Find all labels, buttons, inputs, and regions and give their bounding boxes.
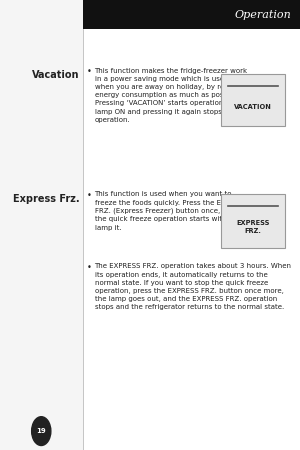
- Bar: [0, 29, 82, 450]
- Text: The EXPRESS FRZ. operation takes about 3 hours. When
its operation ends, it auto: The EXPRESS FRZ. operation takes about 3…: [94, 263, 292, 310]
- Text: Vacation: Vacation: [32, 70, 80, 80]
- Text: Express Frz.: Express Frz.: [13, 194, 80, 203]
- Text: VACATION: VACATION: [234, 104, 272, 110]
- Circle shape: [32, 417, 51, 446]
- Text: 19: 19: [36, 428, 46, 434]
- Bar: [0, 0, 300, 29]
- Bar: [220, 74, 285, 126]
- Bar: [82, 29, 300, 450]
- Text: •: •: [87, 68, 92, 76]
- Text: •: •: [87, 263, 92, 272]
- Bar: [220, 194, 285, 248]
- Text: This function is used when you want to
freeze the foods quickly. Press the EXPRE: This function is used when you want to f…: [94, 191, 254, 231]
- Text: This function makes the fridge-freezer work
in a power saving mode which is usef: This function makes the fridge-freezer w…: [94, 68, 248, 123]
- Bar: [82, 0, 300, 29]
- Text: Operation: Operation: [234, 9, 291, 20]
- Text: EXPRESS
FRZ.: EXPRESS FRZ.: [236, 220, 269, 234]
- Text: •: •: [87, 191, 92, 200]
